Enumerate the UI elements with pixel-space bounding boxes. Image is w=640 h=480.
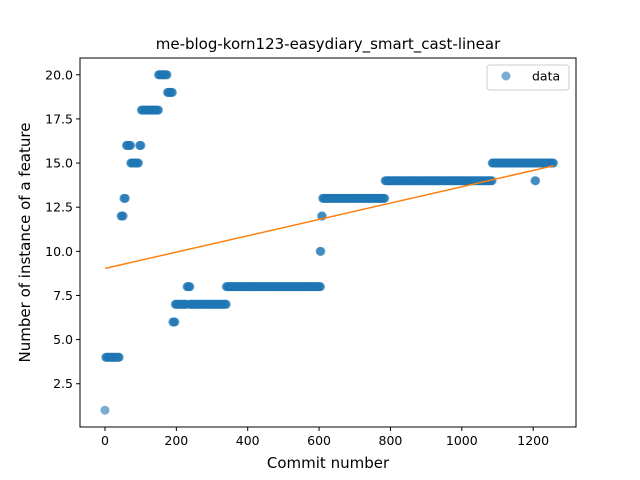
data-point: [114, 352, 124, 362]
data-point: [170, 317, 180, 327]
data-point: [316, 246, 326, 256]
data-point: [316, 282, 326, 292]
data-point: [120, 193, 130, 203]
data-point: [185, 282, 195, 292]
x-axis-ticks: 0 200 400 600 800 1000 1200: [101, 427, 549, 448]
x-tick-label: 0: [101, 433, 109, 448]
x-axis-label: Commit number: [267, 454, 390, 472]
x-tick-label: 600: [307, 433, 331, 448]
data-point: [134, 158, 144, 168]
fit-line-layer: [104, 164, 555, 270]
y-axis-label: Number of instance of a feature: [16, 123, 34, 363]
y-tick-label: 2.5: [53, 376, 73, 391]
y-tick-label: 5.0: [53, 332, 73, 347]
x-tick-label: 1000: [446, 433, 478, 448]
x-tick-label: 200: [164, 433, 188, 448]
chart-title: me-blog-korn123-easydiary_smart_cast-lin…: [156, 35, 501, 54]
legend: data: [486, 64, 570, 91]
data-point: [221, 299, 231, 309]
y-tick-label: 10.0: [45, 244, 73, 259]
data-point: [126, 140, 136, 150]
data-point: [167, 87, 177, 97]
data-point: [380, 193, 390, 203]
data-point: [162, 70, 172, 80]
y-tick-label: 7.5: [53, 288, 73, 303]
axes-frame: [79, 57, 577, 428]
x-tick-label: 1200: [517, 433, 549, 448]
x-tick-label: 800: [379, 433, 403, 448]
y-tick-label: 20.0: [45, 67, 73, 82]
data-point: [154, 105, 163, 115]
legend-box: [486, 64, 570, 91]
legend-label-data: data: [532, 69, 560, 84]
x-tick-label: 400: [236, 433, 260, 448]
data-point: [118, 211, 128, 221]
data-point: [100, 405, 110, 415]
data-point: [487, 176, 497, 186]
data-point: [549, 158, 559, 168]
y-axis-ticks: 2.5 5.0 7.5 10.0 12.5 15.0 17.5 20.0: [45, 67, 80, 391]
data-point: [136, 140, 146, 150]
legend-marker-data: [501, 71, 511, 81]
data-points: [100, 70, 559, 415]
y-tick-label: 12.5: [45, 200, 73, 215]
y-tick-label: 15.0: [45, 156, 73, 171]
fit-line: [104, 164, 555, 270]
y-tick-label: 17.5: [45, 111, 73, 126]
data-point: [531, 176, 541, 186]
